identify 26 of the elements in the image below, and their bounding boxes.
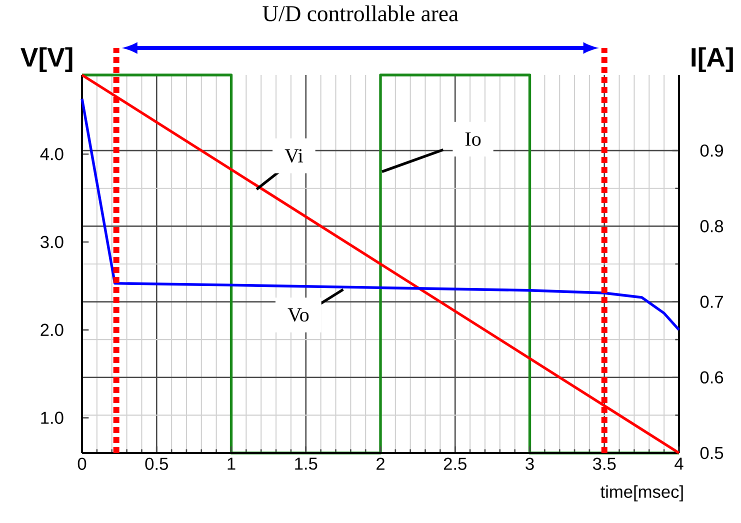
x-tick-label: 1.5	[295, 458, 318, 470]
x-tick-label: 2	[376, 458, 384, 470]
x-tick-label: 4	[674, 458, 684, 470]
y2-tick-label: 0.5	[700, 446, 724, 460]
y2-tick-label: 0.8	[700, 220, 724, 232]
x-tick-label: 0	[78, 458, 86, 470]
x-tick-label: 0.5	[145, 458, 168, 470]
x-tick-label: 1	[228, 458, 236, 470]
x-tick-label: 3	[526, 458, 534, 470]
y2-tick-label: 0.9	[700, 144, 723, 157]
y2-tick-label: 0.7	[700, 296, 723, 308]
y2-tick-label: 0.6	[700, 371, 724, 384]
y-tick-label: 4.0	[40, 148, 64, 160]
x-tick-label: 3.5	[593, 458, 616, 470]
series-label: Vo	[288, 308, 309, 322]
series-label: Vi	[284, 149, 303, 163]
line-series	[80, 97, 680, 332]
y-tick-label: 1.0	[41, 412, 64, 424]
y-tick-label: 3.0	[40, 236, 64, 248]
y-axis-title: V[V]	[20, 47, 72, 72]
y2-axis-title: I[A]	[692, 47, 733, 72]
text: Io	[465, 132, 481, 146]
y-tick-label: 2.0	[40, 324, 64, 336]
text: U/D controllable area	[262, 5, 458, 22]
x-axis-title: time[msec]	[600, 485, 683, 502]
x-tick-label: 2.5	[444, 458, 466, 470]
